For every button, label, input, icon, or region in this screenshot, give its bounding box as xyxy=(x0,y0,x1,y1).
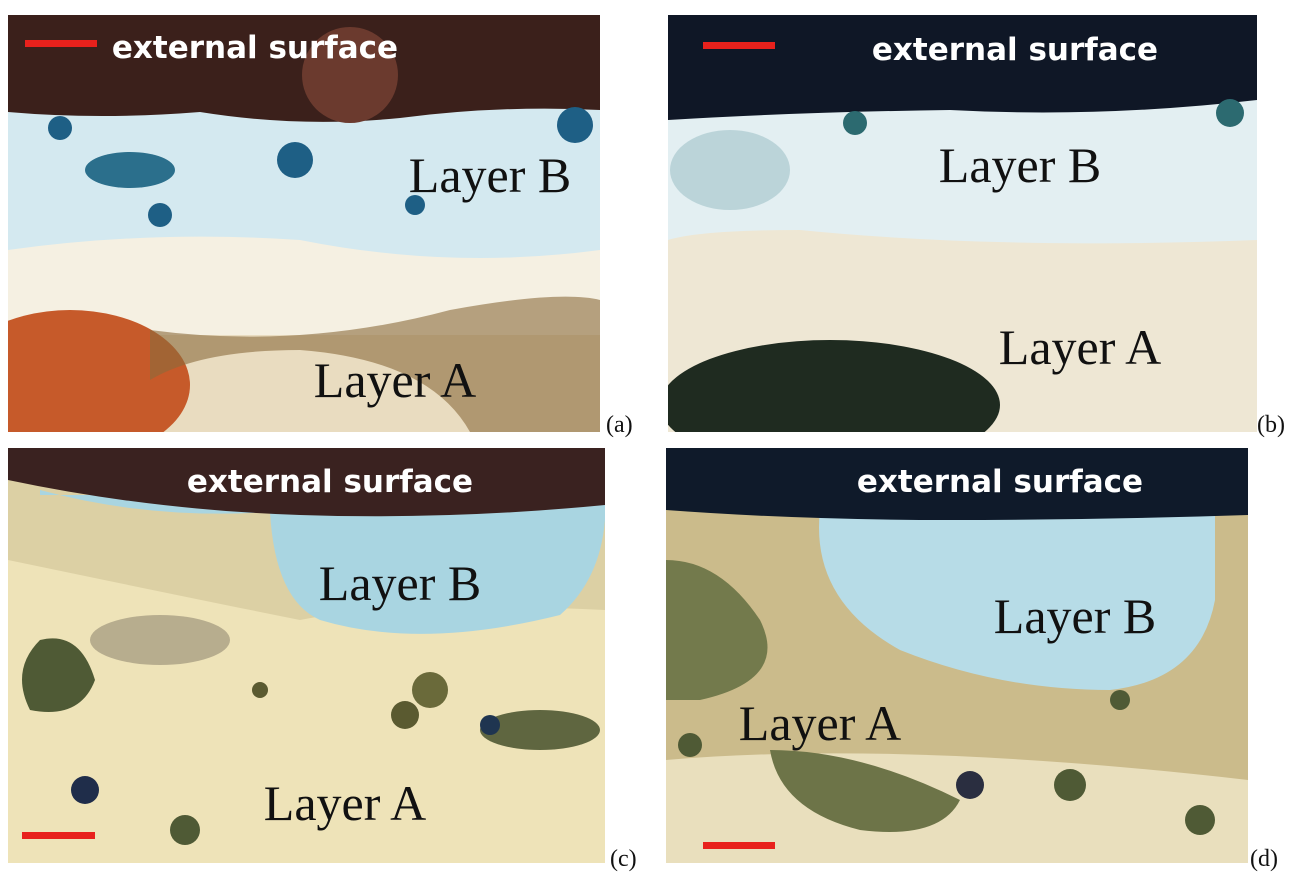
layer-label: Layer B xyxy=(939,137,1101,193)
surface-label: external surface xyxy=(112,30,398,66)
micrograph-d xyxy=(666,448,1248,863)
panel-label: (b) xyxy=(1257,412,1285,438)
panel-label: (d) xyxy=(1250,846,1278,872)
scale-bar xyxy=(703,842,775,849)
layer-label: Layer A xyxy=(999,319,1161,375)
micrograph-c xyxy=(8,448,605,863)
layer-label: Layer B xyxy=(319,555,481,611)
panel-label: (a) xyxy=(606,412,633,438)
surface-label: external surface xyxy=(872,32,1158,68)
scale-bar xyxy=(25,40,97,47)
surface-label: external surface xyxy=(857,464,1143,500)
panel-label: (c) xyxy=(610,846,637,872)
micrograph-a xyxy=(8,15,600,432)
layer-label: Layer B xyxy=(409,147,571,203)
micrograph-b xyxy=(668,15,1257,432)
layer-label: Layer A xyxy=(314,352,476,408)
layer-label: Layer A xyxy=(739,695,901,751)
scale-bar xyxy=(703,42,775,49)
scale-bar xyxy=(22,832,95,839)
layer-label: Layer A xyxy=(264,775,426,831)
surface-label: external surface xyxy=(187,464,473,500)
layer-label: Layer B xyxy=(994,588,1156,644)
